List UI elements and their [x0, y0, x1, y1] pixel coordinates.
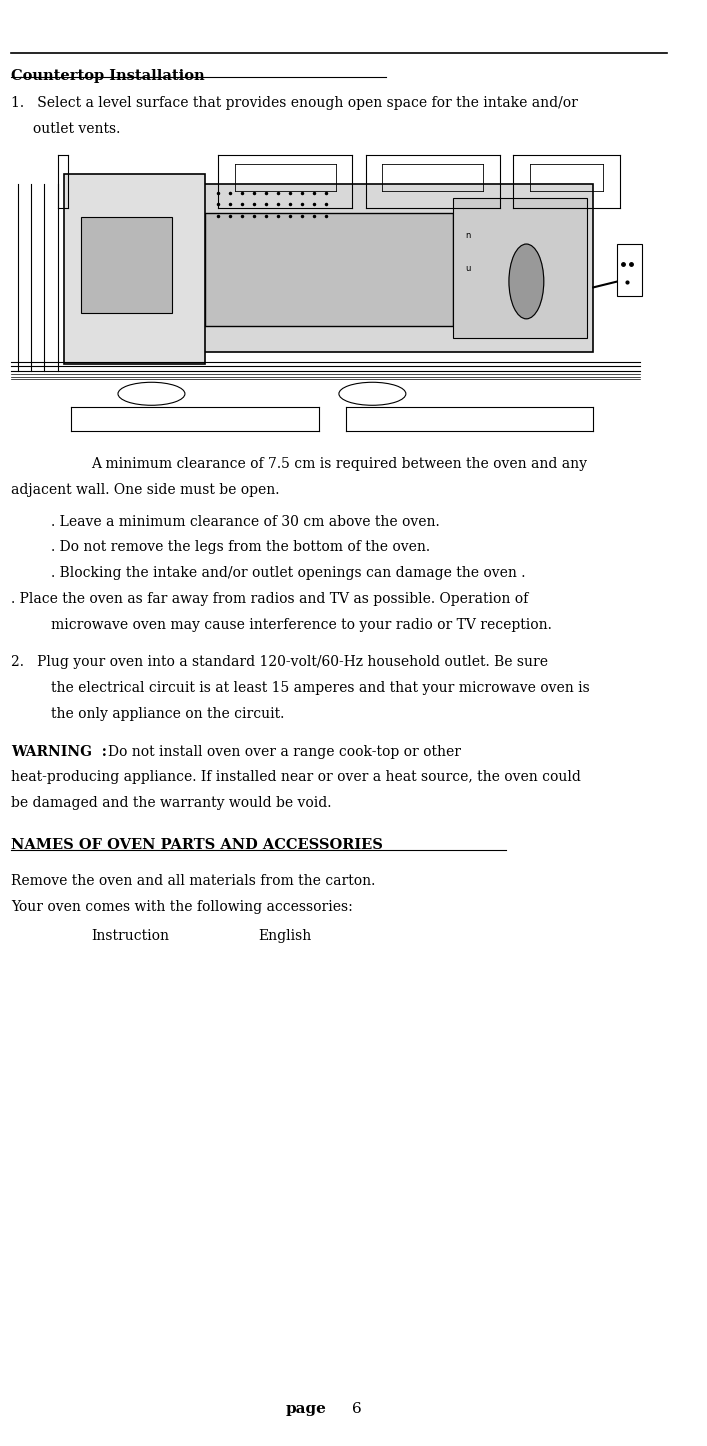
Text: microwave oven may cause interference to your radio or TV reception.: microwave oven may cause interference to…	[51, 617, 552, 632]
Text: Your oven comes with the following accessories:: Your oven comes with the following acces…	[11, 899, 353, 914]
Text: English: English	[259, 928, 312, 943]
Text: page: page	[286, 1403, 326, 1416]
FancyBboxPatch shape	[617, 244, 642, 296]
Circle shape	[509, 244, 544, 318]
Text: n: n	[464, 231, 470, 240]
FancyBboxPatch shape	[205, 213, 452, 327]
Text: . Do not remove the legs from the bottom of the oven.: . Do not remove the legs from the bottom…	[51, 541, 430, 554]
Text: heat-producing appliance. If installed near or over a heat source, the oven coul: heat-producing appliance. If installed n…	[11, 771, 580, 784]
Text: Remove the oven and all materials from the carton.: Remove the oven and all materials from t…	[11, 873, 375, 888]
Text: . Place the oven as far away from radios and TV as possible. Operation of: . Place the oven as far away from radios…	[11, 593, 528, 606]
Text: 1.   Select a level surface that provides enough open space for the intake and/o: 1. Select a level surface that provides …	[11, 97, 578, 110]
Text: adjacent wall. One side must be open.: adjacent wall. One side must be open.	[11, 483, 279, 497]
Text: u: u	[464, 265, 470, 273]
FancyBboxPatch shape	[81, 217, 172, 314]
Text: Countertop Installation: Countertop Installation	[11, 69, 204, 82]
Text: outlet vents.: outlet vents.	[11, 121, 120, 136]
Text: WARNING  :: WARNING :	[11, 745, 107, 759]
Text: . Blocking the intake and/or outlet openings can damage the oven .: . Blocking the intake and/or outlet open…	[51, 567, 525, 580]
FancyBboxPatch shape	[64, 174, 205, 363]
Text: A minimum clearance of 7.5 cm is required between the oven and any: A minimum clearance of 7.5 cm is require…	[91, 457, 588, 471]
FancyBboxPatch shape	[192, 184, 593, 351]
FancyBboxPatch shape	[452, 198, 587, 338]
Text: . Leave a minimum clearance of 30 cm above the oven.: . Leave a minimum clearance of 30 cm abo…	[51, 515, 440, 529]
Text: NAMES OF OVEN PARTS AND ACCESSORIES: NAMES OF OVEN PARTS AND ACCESSORIES	[11, 839, 382, 852]
Text: the only appliance on the circuit.: the only appliance on the circuit.	[51, 707, 284, 722]
Text: 2.   Plug your oven into a standard 120-volt/60-Hz household outlet. Be sure: 2. Plug your oven into a standard 120-vo…	[11, 655, 548, 669]
Text: 6: 6	[352, 1403, 362, 1416]
Text: be damaged and the warranty would be void.: be damaged and the warranty would be voi…	[11, 797, 332, 810]
Text: the electrical circuit is at least 15 amperes and that your microwave oven is: the electrical circuit is at least 15 am…	[51, 681, 590, 696]
Text: Instruction: Instruction	[91, 928, 169, 943]
Ellipse shape	[118, 382, 185, 405]
Ellipse shape	[339, 382, 406, 405]
Text: Do not install oven over a range cook-top or other: Do not install oven over a range cook-to…	[108, 745, 461, 759]
